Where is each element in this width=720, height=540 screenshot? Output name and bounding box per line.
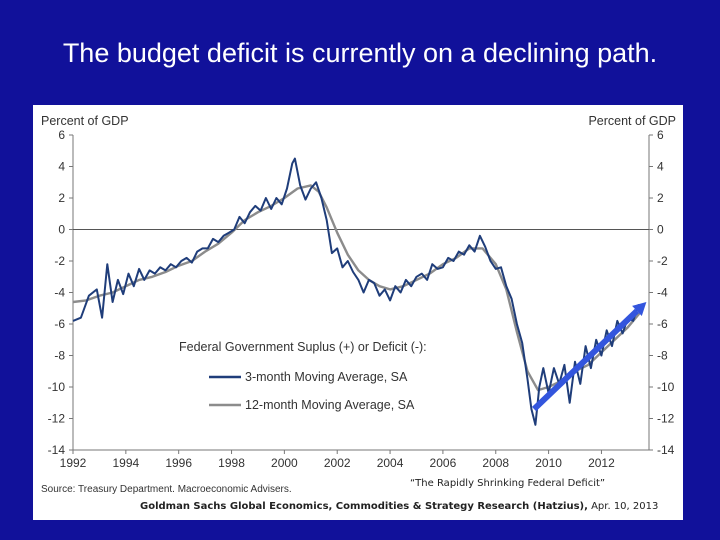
x-tick-label: 2010 (535, 456, 562, 470)
y-tick-label-right: -4 (657, 286, 668, 300)
legend-title: Federal Government Suplus (+) or Deficit… (179, 340, 427, 354)
y-tick-label-left: 2 (58, 191, 65, 205)
trend-arrow-head (632, 302, 647, 316)
y-tick-label-right: -14 (657, 443, 675, 457)
y-tick-label-left: -6 (54, 317, 65, 331)
x-tick-label: 2008 (482, 456, 509, 470)
citation-date: Apr. 10, 2013 (587, 501, 659, 512)
x-tick-label: 2012 (588, 456, 615, 470)
y-tick-label-right: 4 (657, 160, 664, 174)
y-tick-label-right: 2 (657, 191, 664, 205)
y-axis-label-right: Percent of GDP (588, 114, 676, 128)
chart-panel: 6 6 4 4 2 2 0 0 -2 -2 -4 -4 -6 -6 -8 -8 -10 -10 -12 -12 -14 -… (33, 105, 683, 520)
y-tick-label-left: -2 (54, 254, 65, 268)
x-tick-label: 1994 (112, 456, 139, 470)
y-tick-label-left: -12 (48, 412, 66, 426)
y-tick-label-right: 6 (657, 128, 664, 142)
legend-label-3month: 3-month Moving Average, SA (245, 370, 408, 384)
slide-title: The budget deficit is currently on a dec… (62, 38, 658, 68)
budget-deficit-chart: 6 6 4 4 2 2 0 0 -2 -2 -4 -4 -6 -6 -8 -8 -10 -10 -12 -12 -14 -… (41, 114, 676, 495)
citation-source: Goldman Sachs Global Economics, Commodit… (140, 501, 588, 512)
x-tick-label: 2000 (271, 456, 298, 470)
y-tick-label-left: -4 (54, 286, 65, 300)
article-title: “The Rapidly Shrinking Federal Deficit” (410, 478, 606, 489)
series-line-12month (72, 184, 643, 392)
x-tick-label: 1992 (60, 456, 87, 470)
y-tick-label-left: 4 (58, 160, 65, 174)
y-tick-label-left: -8 (54, 349, 65, 363)
y-tick-label-right: -2 (657, 254, 668, 268)
x-tick-label: 1996 (165, 456, 192, 470)
y-tick-label-left: 6 (58, 128, 65, 142)
x-tick-label: 2002 (324, 456, 351, 470)
x-tick-label: 2006 (430, 456, 457, 470)
x-tick-label: 2004 (377, 456, 404, 470)
y-axis-label-left: Percent of GDP (41, 114, 129, 128)
source-note: Source: Treasury Department. Macroeconom… (41, 484, 292, 495)
y-tick-label-left: -14 (48, 443, 66, 457)
trend-arrow-shaft (531, 308, 640, 412)
citation: Goldman Sachs Global Economics, Commodit… (140, 501, 680, 512)
y-tick-label-right: -6 (657, 317, 668, 331)
y-tick-label-left: -10 (48, 380, 66, 394)
y-tick-label-right: 0 (657, 223, 664, 237)
y-tick-label-left: 0 (58, 223, 65, 237)
legend-label-12month: 12-month Moving Average, SA (245, 398, 415, 412)
x-tick-label: 1998 (218, 456, 245, 470)
y-tick-label-right: -12 (657, 412, 675, 426)
y-tick-label-right: -10 (657, 380, 675, 394)
y-tick-label-right: -8 (657, 349, 668, 363)
